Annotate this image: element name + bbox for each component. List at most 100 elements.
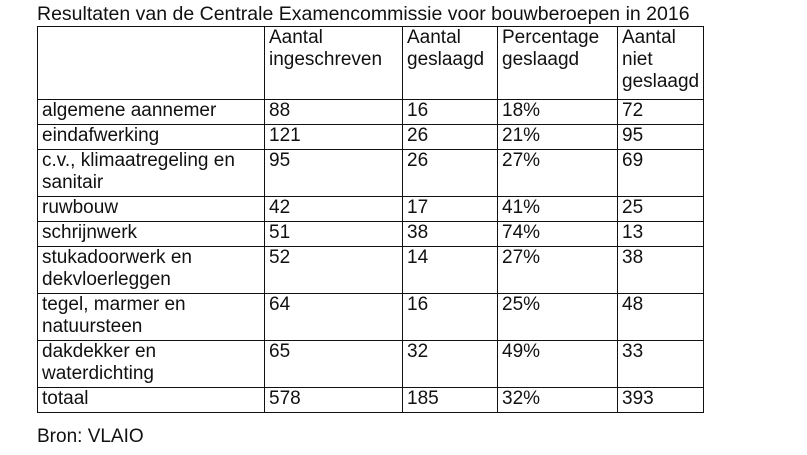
row-label-cell: dakdekker en waterdichting (37, 340, 265, 388)
table-cell: 578 (264, 387, 403, 413)
cell-text: totaal (42, 388, 89, 410)
table-cell: 18% (497, 99, 618, 125)
cell-text: 69 (622, 150, 644, 172)
table-cell: 13 (617, 221, 704, 247)
cell-text: 48 (622, 294, 644, 316)
cell-text: natuursteen (42, 316, 143, 337)
cell-text: 95 (622, 125, 644, 147)
cell-text: 21% (502, 125, 541, 147)
column-header-line: niet (622, 49, 653, 70)
column-header-line: Aantal (622, 27, 676, 49)
cell-text: 32% (502, 388, 541, 410)
cell-text: 393 (622, 388, 654, 410)
column-header-line: geslaagd (407, 49, 485, 70)
table-cell: 88 (264, 99, 403, 125)
table-cell: 48 (617, 293, 704, 341)
cell-text: 64 (269, 294, 291, 316)
table-cell: 26 (402, 149, 498, 197)
cell-text: ruwbouw (42, 197, 119, 219)
column-header-line: Percentage (502, 27, 600, 49)
column-header (37, 26, 265, 100)
cell-text: 42 (269, 197, 291, 219)
row-label-cell: totaal (37, 387, 265, 413)
cell-text: 95 (269, 150, 291, 172)
table-cell: 38 (402, 221, 498, 247)
table-cell: 25 (617, 196, 704, 222)
cell-text: 38 (622, 247, 644, 269)
cell-text: 17 (407, 197, 429, 219)
table-cell: 52 (264, 246, 403, 294)
header-row: Aantal ingeschreven Aantal geslaagd Percenta… (37, 26, 704, 100)
table-cell: 25% (497, 293, 618, 341)
table-cell: 95 (264, 149, 403, 197)
table-cell: 38 (617, 246, 704, 294)
table-cell: 69 (617, 149, 704, 197)
cell-text: 52 (269, 247, 291, 269)
column-header: Aantal ingeschreven (264, 26, 403, 100)
cell-text: tegel, marmer en (42, 294, 186, 316)
cell-text: 74% (502, 222, 541, 244)
cell-text: 14 (407, 247, 429, 269)
cell-text: 65 (269, 341, 291, 363)
cell-text: 578 (269, 388, 301, 410)
column-header-line: geslaagd (622, 71, 700, 92)
table-cell: 49% (497, 340, 618, 388)
table-title: Resultaten van de Centrale Examencommiss… (37, 3, 690, 25)
cell-text: c.v., klimaatregeling en (42, 150, 235, 172)
column-header-line: Aantal (407, 27, 461, 49)
cell-text: 33 (622, 341, 644, 363)
column-header-line: geslaagd (502, 49, 580, 70)
cell-text: sanitair (42, 172, 104, 193)
cell-text: 32 (407, 341, 429, 363)
table-cell: 16 (402, 99, 498, 125)
cell-text: 16 (407, 294, 429, 316)
cell-text: 26 (407, 125, 429, 147)
table-cell: 41% (497, 196, 618, 222)
table-cell: 32% (497, 387, 618, 413)
table-cell: 74% (497, 221, 618, 247)
table-cell: 51 (264, 221, 403, 247)
table-cell: 65 (264, 340, 403, 388)
table-cell: 42 (264, 196, 403, 222)
column-header-line: ingeschreven (269, 49, 383, 70)
cell-text: 26 (407, 150, 429, 172)
cell-text: 121 (269, 125, 301, 147)
row-label-cell: c.v., klimaatregeling en sanitair (37, 149, 265, 197)
table-row: eindafwerking 121 26 21% 95 (37, 124, 704, 150)
table-cell: 14 (402, 246, 498, 294)
table-cell: 26 (402, 124, 498, 150)
table-cell: 95 (617, 124, 704, 150)
table-cell: 21% (497, 124, 618, 150)
table-cell: 32 (402, 340, 498, 388)
column-header-line: Aantal (269, 27, 323, 49)
table-row: tegel, marmer en natuursteen 64 16 25% 48 (37, 293, 704, 341)
row-label-cell: stukadoorwerk en dekvloerleggen (37, 246, 265, 294)
cell-text: 72 (622, 100, 644, 122)
source-note: Bron: VLAIO (37, 426, 144, 447)
cell-text: schrijnwerk (42, 222, 138, 244)
cell-text: 25% (502, 294, 541, 316)
table-row: c.v., klimaatregeling en sanitair 95 26 27% 6… (37, 149, 704, 197)
cell-text: 27% (502, 150, 541, 172)
cell-text: 18% (502, 100, 541, 122)
table-row: stukadoorwerk en dekvloerleggen 52 14 27% 38 (37, 246, 704, 294)
table-cell: 27% (497, 246, 618, 294)
table-cell: 27% (497, 149, 618, 197)
cell-text: waterdichting (42, 363, 154, 384)
results-table: Aantal ingeschreven Aantal geslaagd Percenta… (37, 26, 704, 413)
cell-text: dekvloerleggen (42, 269, 171, 290)
cell-text: 25 (622, 197, 644, 219)
cell-text: 185 (407, 388, 439, 410)
row-label-cell: schrijnwerk (37, 221, 265, 247)
table-cell: 16 (402, 293, 498, 341)
table-cell: 64 (264, 293, 403, 341)
cell-text: dakdekker en (42, 341, 157, 363)
table-row: totaal 578 185 32% 393 (37, 387, 704, 413)
column-header: Aantal niet geslaagd (617, 26, 704, 100)
column-header: Percentage geslaagd (497, 26, 618, 100)
table-cell: 17 (402, 196, 498, 222)
table-cell: 33 (617, 340, 704, 388)
table-cell: 121 (264, 124, 403, 150)
table-cell: 393 (617, 387, 704, 413)
cell-text: 41% (502, 197, 541, 219)
